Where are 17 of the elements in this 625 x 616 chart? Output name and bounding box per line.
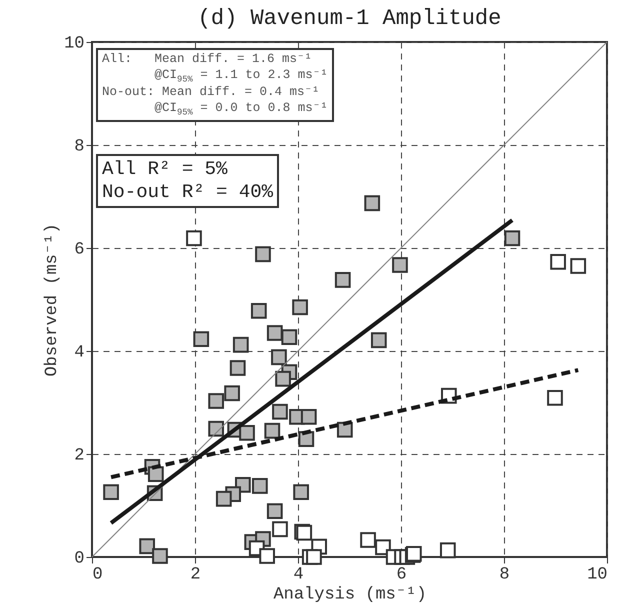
y-tick-label: 0 — [74, 550, 84, 568]
x-tick-label: 0 — [92, 566, 103, 584]
chart-title: (d) Wavenum-1 Amplitude — [198, 6, 502, 31]
x-axis-title: Analysis (ms⁻¹) — [273, 586, 427, 604]
y-tick-label: 8 — [74, 138, 84, 156]
text-box: All: Mean diff. = 1.6 ms⁻¹ @CI$_{95%}$ = 1.1 to 2.3 ms⁻¹ No-out: Mean diff. = 0.4 ms⁻¹ @CI$_{95%}$ = 0.0 to 0.8 ms⁻¹ — [96, 48, 334, 122]
x-tick-label: 10 — [587, 566, 608, 584]
x-tick-label: 2 — [190, 566, 201, 584]
y-tick-label: 4 — [74, 344, 84, 362]
y-axis-title: Observed (ms⁻¹) — [43, 223, 62, 377]
x-tick-label: 6 — [396, 566, 407, 584]
x-tick-label: 4 — [293, 566, 304, 584]
y-tick-label: 2 — [74, 446, 84, 466]
text-box: All R² = 5% No-out R² = 40% — [96, 154, 280, 208]
x-tick-label: 8 — [499, 566, 510, 584]
y-tick-label: 6 — [74, 240, 84, 260]
y-tick-label: 10 — [64, 34, 84, 54]
